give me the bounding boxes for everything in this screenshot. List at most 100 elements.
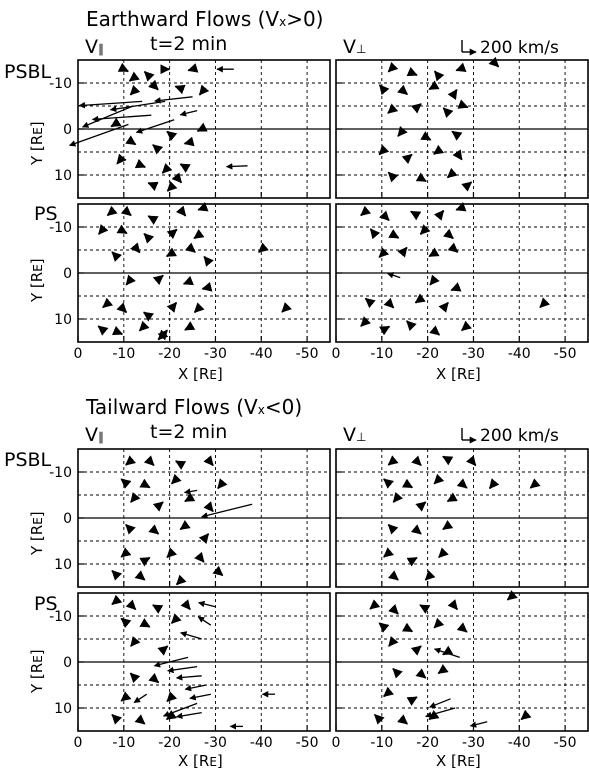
- flow-vector: [179, 520, 191, 531]
- section-title-text: Tailward Flows: [86, 395, 230, 419]
- scale-label-top: 200 km/s: [480, 38, 559, 58]
- flow-vector: [193, 302, 205, 314]
- flow-vector: [257, 242, 269, 253]
- flow-vector: [125, 599, 137, 611]
- flow-vector: [111, 251, 123, 262]
- flow-vector: [378, 144, 390, 156]
- time-label-top: t=2 min: [150, 33, 228, 55]
- flow-vector: [78, 100, 143, 109]
- flow-vector: [184, 242, 196, 253]
- flow-vector: [139, 556, 151, 567]
- flow-vector: [116, 302, 128, 314]
- flow-vector: [111, 325, 124, 336]
- flow-vector: [388, 229, 400, 239]
- x-axis-label-bottom-right: X [RE]: [436, 752, 481, 770]
- x-tick-label: -40: [508, 735, 531, 751]
- x-tick-label: -40: [508, 346, 531, 362]
- flow-vector: [91, 114, 152, 123]
- y-tick-label: 10: [54, 312, 72, 328]
- flow-vector: [175, 574, 187, 586]
- flow-vector: [406, 320, 417, 331]
- flow-vector: [120, 547, 132, 558]
- flow-vector: [179, 109, 198, 117]
- flow-vector: [134, 570, 146, 581]
- flow-vector: [143, 232, 155, 244]
- flow-vector: [165, 710, 177, 721]
- flow-vector: [539, 297, 550, 309]
- flow-vector: [433, 70, 445, 82]
- flow-vector: [125, 523, 136, 535]
- flow-vector: [154, 96, 193, 104]
- scale-arrow-icon: [461, 428, 477, 444]
- flow-vector: [170, 613, 182, 624]
- flow-vector: [428, 710, 440, 721]
- flow-vector: [450, 282, 462, 292]
- flow-vector: [446, 167, 458, 179]
- flow-vector: [419, 604, 431, 614]
- flow-vector: [506, 590, 518, 601]
- row-label-psbl-bottom: PSBL: [4, 449, 52, 471]
- flow-vector: [116, 153, 127, 165]
- flow-vector: [175, 674, 202, 681]
- x-tick-label: 0: [74, 735, 83, 751]
- flow-vector: [180, 631, 202, 640]
- flow-vector: [447, 599, 458, 611]
- y-tick-label: -10: [49, 465, 72, 481]
- section-title-tailward: Tailward Flows (Vx<0): [86, 395, 302, 419]
- vector-panel: -10 0 10 0 -10 -20 -30 -40 -50: [49, 202, 331, 362]
- flow-vector: [134, 714, 146, 725]
- flow-vector: [383, 478, 394, 489]
- flow-vector: [392, 492, 404, 503]
- x-axis-label-bottom-left: X [RE]: [178, 752, 223, 770]
- flow-vector: [415, 668, 427, 679]
- flow-vector: [182, 275, 194, 286]
- flow-vector: [429, 274, 440, 286]
- flow-vector: [374, 713, 385, 725]
- flow-vector: [387, 103, 399, 114]
- y-tick-label: 0: [63, 266, 72, 282]
- vector-panel: 0 -10 -20 -30 -40 -50: [332, 590, 589, 751]
- vector-panel: [335, 56, 589, 199]
- x-tick-label: -30: [462, 735, 485, 751]
- flow-vector: [139, 478, 151, 489]
- flow-vector: [129, 672, 141, 684]
- x-tick-label: -20: [416, 735, 439, 751]
- flow-vector: [378, 622, 390, 633]
- x-tick-label: 0: [74, 346, 83, 362]
- flow-vector: [406, 66, 418, 77]
- flow-vector: [198, 84, 210, 96]
- flow-vector: [174, 84, 186, 95]
- x-tick-label: -30: [204, 735, 227, 751]
- flow-vector: [184, 321, 196, 331]
- flow-vector: [171, 172, 183, 184]
- flow-vector: [98, 224, 109, 235]
- flow-vector: [415, 172, 427, 183]
- vector-panel: -10 0 10: [49, 59, 331, 199]
- flow-vector: [111, 594, 123, 606]
- flow-vector: [465, 455, 477, 467]
- flow-vector: [410, 524, 422, 535]
- y-tick-label: 0: [63, 511, 72, 527]
- x-tick-label: -50: [296, 735, 319, 751]
- flow-vector: [116, 224, 128, 235]
- flow-vector: [166, 130, 178, 142]
- flow-vector: [397, 126, 408, 137]
- y-tick-label: 0: [63, 122, 72, 138]
- flow-vector: [446, 492, 458, 503]
- flow-vector: [166, 547, 178, 559]
- x-tick-label: -10: [112, 735, 135, 751]
- flow-vector: [111, 713, 123, 725]
- flow-vector: [201, 281, 213, 292]
- flow-vector: [425, 707, 456, 718]
- flow-vector: [433, 473, 445, 485]
- flow-vector: [456, 478, 468, 489]
- flow-vector: [383, 547, 394, 558]
- flow-vector: [166, 228, 178, 240]
- flow-vector: [455, 202, 467, 212]
- flow-vector: [201, 503, 253, 519]
- scale-label-bottom: 200 km/s: [480, 426, 559, 446]
- flow-vector: [442, 455, 454, 466]
- y-tick-label: 10: [54, 557, 72, 573]
- flow-vector: [97, 325, 109, 336]
- flow-vector: [203, 501, 214, 513]
